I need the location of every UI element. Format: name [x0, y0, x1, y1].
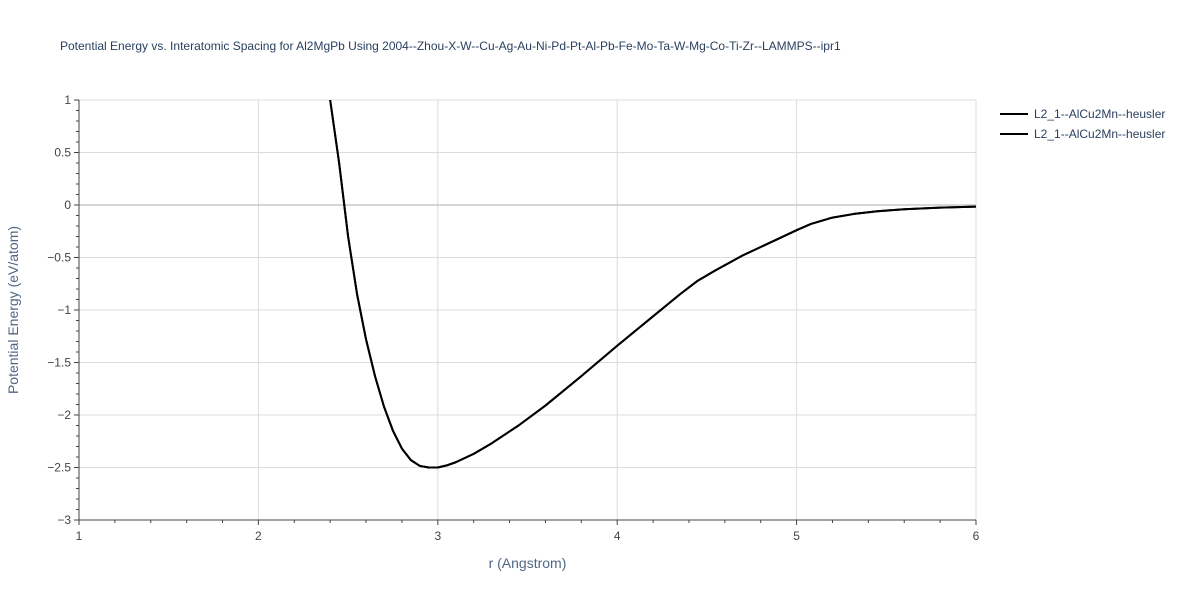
series-layer [329, 100, 976, 469]
axes: 1 2 3 4 5 6 1 0.5 0 −0.5 −1 −1.5 −2 −2.5 −3 [47, 93, 979, 543]
x-tick-label: 1 [76, 529, 83, 543]
series-line-2 [329, 100, 976, 469]
y-tick-label: −1.5 [47, 356, 71, 370]
x-tick-label: 3 [434, 529, 441, 543]
series-line-1 [329, 100, 976, 469]
x-tick-label: 5 [793, 529, 800, 543]
legend-label-1: L2_1--AlCu2Mn--heusler [1034, 107, 1165, 121]
x-tick-label: 2 [255, 529, 262, 543]
grid [79, 99, 977, 521]
legend-label-2: L2_1--AlCu2Mn--heusler [1034, 127, 1165, 141]
x-axis-title: r (Angstrom) [489, 555, 567, 571]
series-clip-group [329, 100, 976, 469]
y-tick-label: −2 [57, 408, 71, 422]
legend: L2_1--AlCu2Mn--heusler L2_1--AlCu2Mn--heu… [1000, 107, 1165, 141]
y-tick-label: −2.5 [47, 461, 71, 475]
y-tick-label: −3 [57, 513, 71, 527]
y-tick-label: 1 [64, 93, 71, 107]
y-tick-label: −1 [57, 303, 71, 317]
x-tick-label: 6 [973, 529, 980, 543]
chart-title: Potential Energy vs. Interatomic Spacing… [60, 39, 841, 53]
y-tick-label: 0 [64, 198, 71, 212]
y-tick-label: −0.5 [47, 251, 71, 265]
y-axis-title: Potential Energy (eV/atom) [5, 226, 21, 394]
x-tick-label: 4 [614, 529, 621, 543]
y-tick-label: 0.5 [54, 146, 71, 160]
